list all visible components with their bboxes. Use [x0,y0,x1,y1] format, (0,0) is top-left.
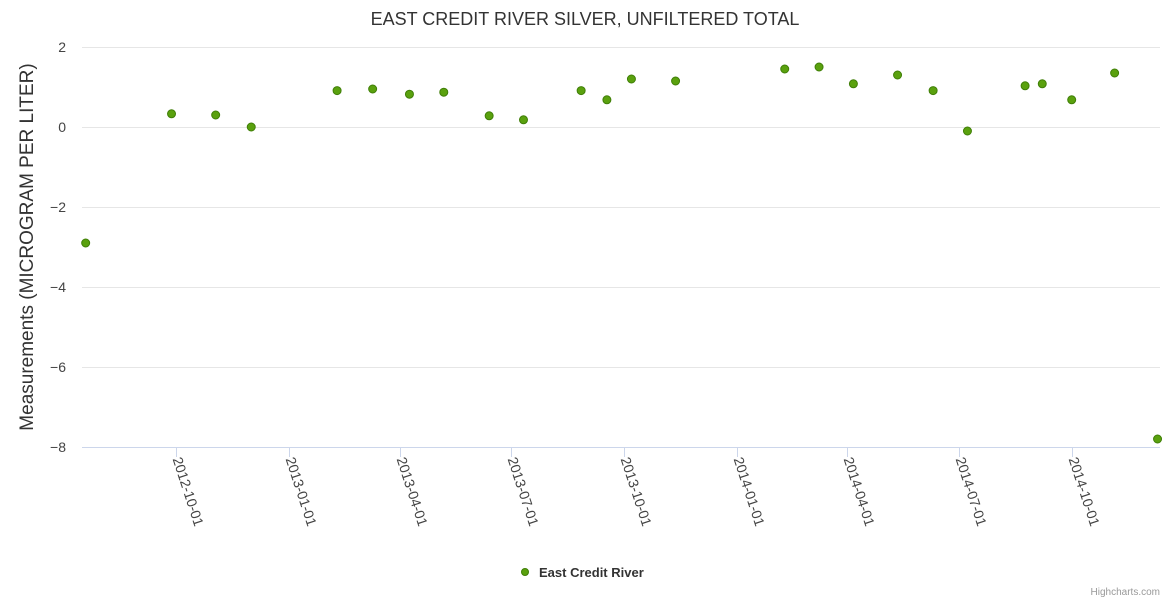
y-tick-label: 2 [58,39,66,55]
y-tick-label: −6 [50,359,66,375]
data-point[interactable] [1153,434,1163,444]
data-point[interactable] [928,86,938,96]
data-point[interactable] [848,79,858,89]
data-point[interactable] [167,109,177,119]
x-tick-label: 2013-07-01 [505,455,542,528]
legend-label-east-credit-river[interactable]: East Credit River [539,565,644,580]
y-tick-label: −8 [50,439,66,455]
legend[interactable]: East Credit River [521,565,644,580]
data-point[interactable] [814,62,824,72]
data-point[interactable] [1067,95,1077,105]
x-tick-label: 2013-01-01 [283,455,320,528]
data-point[interactable] [671,76,681,86]
data-point[interactable] [780,64,790,74]
data-point[interactable] [439,87,449,97]
data-point[interactable] [602,95,612,105]
data-point[interactable] [404,89,414,99]
series-east-credit-river[interactable] [81,62,1163,444]
data-point[interactable] [962,126,972,136]
data-point[interactable] [893,70,903,80]
x-tick-label: 2014-01-01 [731,455,768,528]
data-point[interactable] [368,84,378,94]
data-point[interactable] [332,86,342,96]
x-tick-label: 2013-04-01 [394,455,431,528]
x-tick-label: 2013-10-01 [618,455,655,528]
credits-link[interactable]: Highcharts.com [1091,587,1160,598]
data-point[interactable] [1037,79,1047,89]
x-tick-label: 2014-07-01 [953,455,990,528]
y-tick-label: 0 [58,119,66,135]
y-tick-label: −4 [50,279,66,295]
legend-marker[interactable] [521,568,529,576]
x-axis: 2012-10-01 2013-01-01 2013-04-01 2013-07-01… [82,447,1160,528]
chart-title: EAST CREDIT RIVER SILVER, UNFILTERED TOT… [371,9,800,29]
x-tick-label: 2014-04-01 [841,455,878,528]
data-point[interactable] [1110,68,1120,78]
data-point[interactable] [81,238,91,248]
data-point[interactable] [519,115,529,125]
x-tick-label: 2014-10-01 [1066,455,1103,528]
y-axis-title: Measurements (MICROGRAM PER LITER) [17,63,38,430]
data-point[interactable] [211,110,221,120]
data-point[interactable] [246,122,256,132]
data-point[interactable] [1020,81,1030,91]
data-point[interactable] [626,74,636,84]
y-axis: 2 0 −2 −4 −6 −8 [50,39,66,455]
y-tick-label: −2 [50,199,66,215]
data-point[interactable] [484,111,494,121]
x-tick-label: 2012-10-01 [170,455,207,528]
grid-lines [82,47,1160,368]
data-point[interactable] [576,86,586,96]
